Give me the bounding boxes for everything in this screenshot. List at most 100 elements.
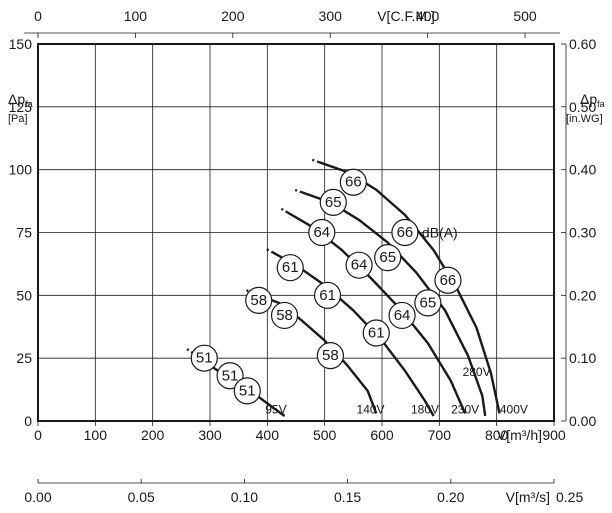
sound-level-badge: 51 bbox=[216, 362, 244, 390]
voltage-label: 230V bbox=[451, 402, 479, 416]
sound-level-badge-circle bbox=[190, 344, 218, 372]
sound-level-badge: 58 bbox=[245, 286, 273, 314]
voltage-labels: 95V 140V 180V 230V 280V 400V bbox=[265, 365, 528, 417]
sound-level-badge-circle bbox=[216, 362, 244, 390]
sound-level-badge-circle bbox=[316, 342, 344, 370]
left-tick-label: 125 bbox=[9, 99, 33, 115]
fan-curve-start-tick bbox=[293, 188, 303, 194]
bottom-axis-unit: V[m³/h] bbox=[497, 427, 542, 443]
bottom-tick-label: 0 bbox=[34, 427, 42, 443]
sound-level-badge-circle bbox=[374, 244, 402, 272]
left-axis-unit: [Pa] bbox=[8, 113, 28, 125]
bottom-tick-label: 400 bbox=[256, 427, 280, 443]
sound-level-badge-label: 66 bbox=[440, 272, 457, 289]
bottom-axis2-tick-label: 0.00 bbox=[24, 489, 51, 505]
left-tick-label: 25 bbox=[16, 350, 32, 366]
right-tick-label: 0.40 bbox=[569, 162, 596, 178]
left-tick-label: 50 bbox=[16, 287, 32, 303]
bottom-axis2-unit: V[m³/s] bbox=[506, 489, 550, 505]
bottom-tick-label: 900 bbox=[542, 427, 566, 443]
sound-level-badge-label: 66 bbox=[397, 224, 414, 241]
top-tick-label: 400 bbox=[416, 8, 440, 24]
sound-level-badge: 58 bbox=[270, 301, 299, 330]
dba-label: dB(A) bbox=[422, 225, 458, 241]
bottom-tick-label: 200 bbox=[141, 427, 165, 443]
bottom-axis2-tick-label: 0.20 bbox=[437, 489, 464, 505]
sound-level-badge-circle bbox=[245, 286, 273, 314]
voltage-label: 280V bbox=[463, 365, 491, 379]
sound-level-badge: 61 bbox=[313, 281, 342, 309]
right-axis-unit: [in.WG] bbox=[566, 113, 603, 125]
sound-level-badge-circle bbox=[233, 377, 261, 405]
voltage-label: 180V bbox=[411, 402, 439, 416]
top-tick-label: 0 bbox=[34, 8, 42, 24]
voltage-label: 140V bbox=[357, 402, 385, 416]
sound-level-badge: 65 bbox=[414, 289, 442, 317]
sound-level-badge-label: 61 bbox=[368, 325, 385, 342]
top-tick-label: 100 bbox=[124, 8, 148, 24]
sound-level-badge-label: 51 bbox=[222, 367, 239, 384]
sound-level-badge-label: 66 bbox=[345, 174, 362, 191]
sound-level-badge-label: 64 bbox=[313, 224, 330, 241]
sound-level-badge-circle bbox=[308, 218, 336, 247]
sound-level-badge-circle bbox=[319, 188, 347, 216]
sound-level-badge-circle bbox=[345, 251, 373, 279]
sound-level-badge: 66 bbox=[339, 168, 367, 196]
sound-level-badge-circle bbox=[391, 218, 419, 247]
sound-level-badge: 64 bbox=[388, 301, 416, 330]
voltage-label: 95V bbox=[265, 402, 286, 416]
bottom-tick-label: 800 bbox=[485, 427, 509, 443]
sound-level-badge-circle bbox=[362, 319, 390, 347]
sound-level-badge-circle bbox=[414, 289, 442, 317]
sound-level-badge-label: 51 bbox=[196, 350, 213, 367]
bottom-tick-label: 600 bbox=[370, 427, 394, 443]
right-tick-label: 0.00 bbox=[569, 413, 596, 429]
top-tick-label: 200 bbox=[221, 8, 245, 24]
sound-level-badge: 58 bbox=[316, 342, 344, 370]
sound-level-badge-label: 64 bbox=[394, 307, 411, 324]
sound-level-badge: 61 bbox=[276, 254, 304, 282]
top-tick-label: 500 bbox=[513, 8, 537, 24]
right-tick-label: 0.50 bbox=[569, 99, 596, 115]
sound-level-badge-label: 51 bbox=[239, 382, 256, 399]
fan-curve-start-tick bbox=[185, 347, 194, 355]
left-tick-label: 75 bbox=[16, 225, 32, 241]
fan-curve-start-tick bbox=[265, 247, 274, 254]
left-tick-label: 0 bbox=[24, 413, 32, 429]
sound-level-badge-label: 58 bbox=[250, 292, 267, 309]
bottom-axis2-tick-label: 0.10 bbox=[231, 489, 258, 505]
sound-level-badge: 51 bbox=[233, 377, 261, 405]
fan-curve bbox=[252, 291, 378, 414]
sound-level-badge-circle bbox=[388, 301, 416, 330]
sound-level-badge-label: 65 bbox=[379, 249, 396, 266]
left-axis-symbol: Δpfa bbox=[8, 91, 33, 109]
bottom-tick-label: 500 bbox=[313, 427, 337, 443]
sound-level-badge-circle bbox=[276, 254, 304, 282]
sound-level-badge: 65 bbox=[319, 188, 347, 216]
sound-level-badge-label: 65 bbox=[420, 294, 437, 311]
top-axis-unit: V[C.F.M.] bbox=[377, 8, 435, 24]
sound-level-badge: 64 bbox=[345, 251, 373, 279]
right-tick-label: 0.30 bbox=[569, 225, 596, 241]
sound-level-badge: 61 bbox=[362, 319, 390, 347]
sound-level-badge-circle bbox=[339, 168, 367, 196]
plot-frame bbox=[37, 43, 555, 422]
top-tick-label: 300 bbox=[319, 8, 343, 24]
fan-curve-start-tick bbox=[279, 207, 289, 214]
right-tick-label: 0.60 bbox=[569, 36, 596, 52]
fan-curve-start-tick bbox=[310, 158, 320, 164]
left-tick-label: 150 bbox=[9, 36, 33, 52]
sound-level-badge-label: 61 bbox=[282, 259, 299, 276]
sound-level-badge-label: 58 bbox=[276, 307, 293, 324]
bottom-tick-label: 300 bbox=[198, 427, 222, 443]
right-tick-label: 0.10 bbox=[569, 350, 596, 366]
sound-level-badge: 66 bbox=[391, 218, 419, 247]
sound-level-badge-label: 58 bbox=[322, 347, 339, 364]
sound-level-badge: 64 bbox=[308, 218, 336, 247]
sound-level-badge: 66 bbox=[434, 266, 462, 294]
sound-level-badge: 51 bbox=[190, 344, 218, 372]
left-tick-label: 100 bbox=[9, 162, 33, 178]
sound-level-badge-label: 61 bbox=[319, 287, 336, 304]
sound-level-badge-circle bbox=[434, 266, 462, 294]
